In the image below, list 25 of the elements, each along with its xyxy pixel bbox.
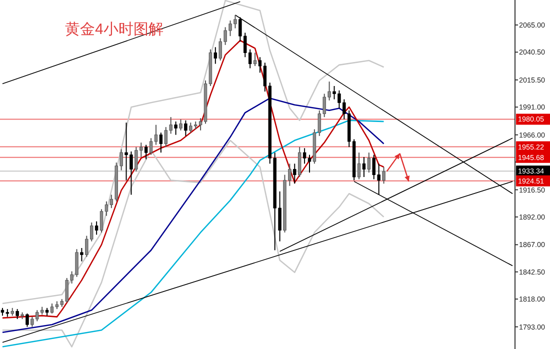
- candlestick: [174, 121, 178, 136]
- candlestick: [16, 308, 19, 320]
- candlestick: [50, 303, 54, 314]
- candlestick: [100, 208, 104, 233]
- candlestick: [80, 248, 84, 262]
- candlestick: [179, 118, 182, 131]
- candlestick: [362, 156, 366, 178]
- line-series: [2, 0, 384, 304]
- candlestick: [144, 144, 148, 160]
- candlestick: [149, 138, 153, 156]
- candlestick: [357, 152, 361, 180]
- candlestick: [382, 166, 386, 184]
- candlestick: [367, 152, 371, 174]
- candlestick: [154, 124, 158, 146]
- candlestick: [184, 120, 188, 136]
- candlestick: [26, 312, 29, 328]
- candlestick: [94, 220, 98, 236]
- candlestick: [298, 146, 302, 178]
- line-series: [2, 40, 384, 319]
- candlestick: [159, 132, 163, 154]
- candlestick: [308, 154, 312, 174]
- candlestick: [293, 163, 296, 184]
- candlestick: [214, 46, 218, 64]
- candlestick: [302, 148, 306, 164]
- candlestick: [253, 52, 257, 67]
